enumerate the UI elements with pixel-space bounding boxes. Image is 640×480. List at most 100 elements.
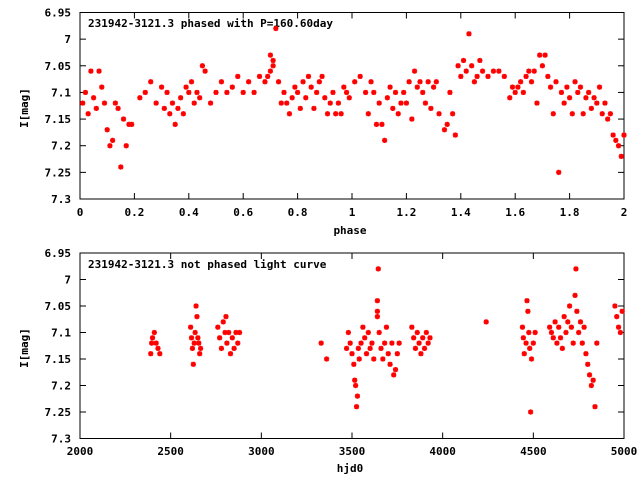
data-point (335, 100, 341, 106)
data-point (605, 116, 611, 122)
data-point (572, 79, 578, 85)
data-point (378, 345, 384, 351)
data-point (229, 84, 235, 90)
data-point (515, 84, 521, 90)
data-point (583, 351, 589, 357)
data-point (531, 68, 537, 74)
data-point (539, 63, 545, 69)
data-point (235, 340, 241, 346)
data-point (382, 137, 388, 143)
data-point (423, 329, 429, 336)
data-point (195, 335, 201, 341)
data-point (365, 111, 371, 117)
data-point (618, 153, 624, 159)
data-point (452, 132, 458, 138)
data-point (501, 73, 507, 80)
data-point (151, 329, 157, 336)
data-point (567, 95, 573, 101)
data-point (360, 324, 366, 330)
data-point (518, 79, 524, 85)
data-point (548, 329, 555, 336)
y-tick-label: 7.2 (51, 380, 71, 393)
data-point (123, 143, 129, 149)
data-point (213, 89, 219, 96)
data-point (196, 340, 202, 346)
data-point (547, 324, 553, 330)
data-point (586, 372, 593, 378)
data-point (537, 52, 543, 58)
data-point (458, 73, 464, 80)
x-tick-label: 3000 (248, 445, 275, 458)
data-point (251, 89, 257, 96)
data-point (527, 345, 533, 351)
data-point (420, 89, 426, 96)
data-point (532, 329, 538, 336)
data-point (559, 345, 565, 351)
data-point (554, 340, 560, 346)
data-point (246, 79, 252, 85)
data-point (433, 79, 439, 85)
data-point (525, 308, 531, 314)
data-point (284, 100, 290, 106)
data-point (384, 95, 390, 101)
data-point (552, 319, 558, 325)
data-point (169, 100, 176, 106)
data-point (619, 308, 625, 314)
x-tick-label: 4000 (429, 445, 456, 458)
data-point (311, 105, 317, 112)
data-point (588, 105, 594, 112)
data-point (417, 79, 423, 85)
data-point (428, 105, 434, 112)
data-point (347, 340, 353, 346)
data-point (507, 95, 513, 101)
data-point (233, 329, 239, 336)
data-point (172, 121, 178, 127)
data-point (607, 111, 613, 117)
y-tick-label: 7 (64, 33, 71, 46)
data-point (588, 382, 594, 389)
data-point (324, 111, 331, 117)
data-point (175, 105, 181, 112)
x-tick-label: 2500 (157, 445, 184, 458)
x-tick-label: 0.4 (179, 206, 199, 219)
data-point (346, 95, 352, 101)
data-point (569, 111, 575, 117)
bottom-plot-xlabel: hjd0 (337, 462, 364, 475)
data-point (345, 329, 351, 336)
data-point (444, 121, 450, 127)
data-point (577, 319, 584, 325)
data-point (353, 404, 360, 410)
data-point (155, 345, 161, 351)
data-point (227, 351, 234, 357)
data-point (295, 89, 301, 96)
data-point (351, 361, 357, 367)
top-plot-frame (79, 12, 625, 200)
data-point (534, 100, 540, 106)
data-point (220, 319, 226, 325)
data-point (389, 340, 395, 346)
x-tick-label: 1.8 (560, 206, 580, 219)
data-point (371, 89, 377, 96)
top-plot-ylabel: I[mag] (18, 88, 31, 128)
data-point (463, 68, 469, 74)
data-point (153, 340, 159, 346)
data-point (526, 68, 532, 74)
x-tick-label: 0.6 (233, 206, 253, 219)
data-point (224, 340, 230, 346)
y-tick-label: 7.25 (45, 166, 72, 179)
data-point (591, 95, 597, 101)
data-point (615, 143, 622, 149)
data-point (354, 393, 361, 399)
x-tick-label: 0.2 (124, 206, 144, 219)
data-point (194, 89, 200, 96)
y-tick-label: 7.1 (51, 327, 71, 340)
data-point (82, 89, 89, 96)
data-point (422, 100, 429, 106)
data-point (374, 298, 380, 304)
data-point (262, 79, 268, 85)
data-point (194, 314, 200, 320)
data-point (520, 89, 526, 96)
data-point (369, 340, 375, 346)
data-point (330, 89, 336, 96)
data-point (80, 100, 86, 106)
